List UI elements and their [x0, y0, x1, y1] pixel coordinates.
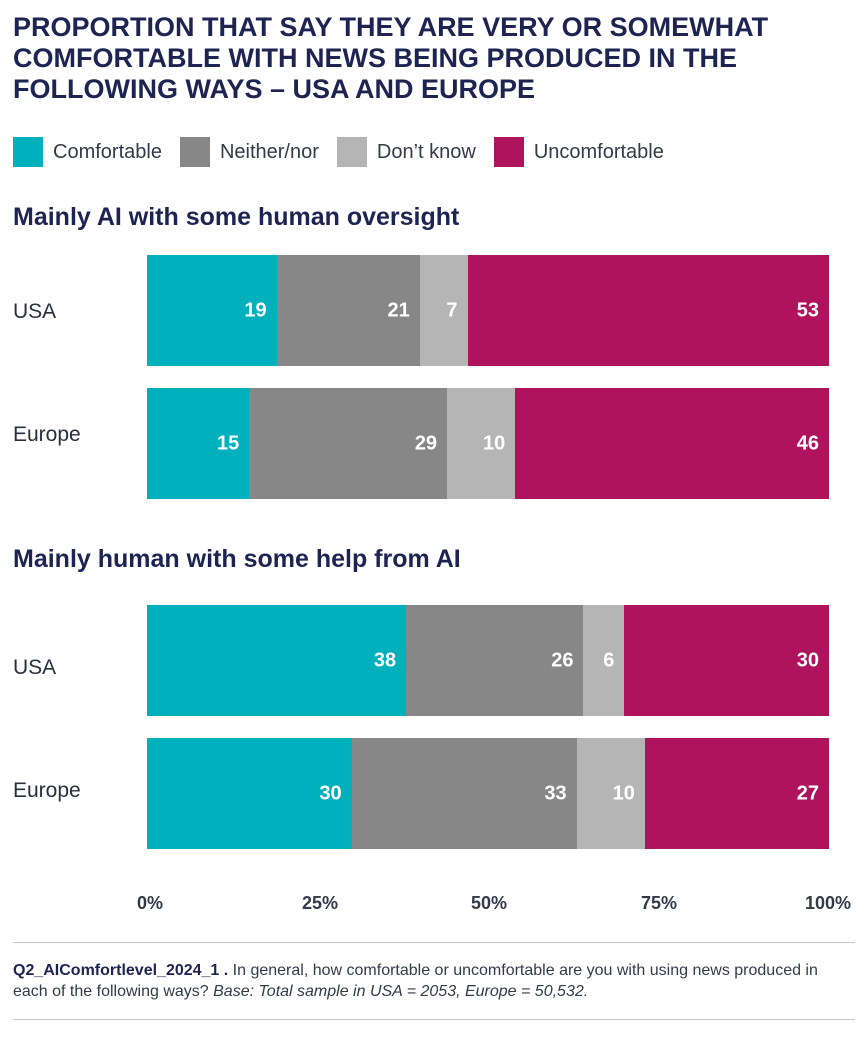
- x-tick-label: 0%: [136, 893, 164, 913]
- bar-segment-neither: 21: [276, 255, 420, 366]
- data-label-comfortable: 15: [217, 432, 240, 454]
- legend: Comfortable Neither/nor Don’t know Uncom…: [13, 137, 682, 167]
- bar-segment-uncomfortable: 53: [467, 255, 829, 366]
- legend-swatch-uncomfortable: [493, 137, 524, 167]
- footnote-question: In general, how comfortable or uncomfort…: [13, 962, 818, 1000]
- bar-segment-neither: 33: [351, 738, 577, 849]
- data-label-dont-know: 10: [483, 432, 506, 454]
- divider-top: [13, 942, 855, 943]
- x-tick-label: 50%: [470, 893, 508, 913]
- data-label-uncomfortable: 30: [796, 649, 819, 671]
- bar-segment-comfortable: 15: [147, 388, 250, 499]
- bar-segment-comfortable: 30: [147, 738, 352, 849]
- bar-segment-dont-know: 10: [447, 388, 516, 499]
- bar-segment-dont-know: 7: [419, 255, 468, 366]
- x-tick-label: 100%: [804, 893, 852, 913]
- footnote: Q2_AIComfortlevel_2024_1 . In general, h…: [13, 960, 853, 1002]
- data-label-neither: 29: [414, 432, 438, 454]
- data-label-neither: 21: [387, 299, 410, 321]
- bar-segment-dont-know: 10: [576, 738, 645, 849]
- data-label-comfortable: 19: [244, 299, 267, 321]
- bar-human-help-europe: 30 33 10 27: [147, 738, 829, 849]
- data-label-comfortable: 30: [319, 782, 342, 804]
- legend-swatch-comfortable: [13, 137, 43, 167]
- row-label-europe: Europe: [13, 779, 81, 802]
- legend-swatch-neither: [179, 137, 210, 167]
- data-label-comfortable: 38: [373, 649, 397, 671]
- data-label-uncomfortable: 27: [796, 782, 819, 804]
- data-label-neither: 26: [551, 649, 574, 671]
- bar-ai-oversight-usa: 19 21 7 53: [147, 255, 829, 366]
- chart-title: PROPORTION THAT SAY THEY ARE VERY OR SOM…: [13, 12, 769, 104]
- legend-label-comfortable: Comfortable: [53, 140, 162, 163]
- bar-segment-comfortable: 19: [147, 255, 277, 366]
- bar-human-help-usa: 38 26 6 30: [147, 605, 829, 716]
- legend-label-dont-know: Don’t know: [376, 140, 476, 163]
- row-label-usa: USA: [13, 300, 57, 323]
- footnote-code: Q2_AIComfortlevel_2024_1 .: [13, 962, 229, 979]
- bar-ai-oversight-europe: 15 29 10 46: [147, 388, 829, 499]
- legend-label-uncomfortable: Uncomfortable: [533, 140, 664, 163]
- legend-item-uncomfortable: Uncomfortable: [493, 137, 664, 167]
- legend-item-dont-know: Don’t know: [336, 137, 476, 167]
- legend-swatch-dont-know: [336, 137, 367, 167]
- data-label-uncomfortable: 46: [796, 432, 819, 454]
- x-axis: 0% 25% 50% 75% 100%: [0, 893, 866, 917]
- group-title-ai-oversight: Mainly AI with some human oversight: [13, 203, 460, 231]
- bar-segment-comfortable: 38: [147, 605, 407, 716]
- data-label-uncomfortable: 53: [796, 299, 819, 321]
- data-label-neither: 33: [544, 782, 567, 804]
- legend-item-comfortable: Comfortable: [13, 137, 162, 167]
- divider-bottom: [13, 1019, 855, 1020]
- x-tick-label: 25%: [301, 893, 339, 913]
- legend-item-neither: Neither/nor: [179, 137, 319, 167]
- bar-segment-uncomfortable: 46: [515, 388, 829, 499]
- data-label-dont-know: 7: [446, 299, 458, 321]
- bar-segment-neither: 29: [249, 388, 448, 499]
- row-label-europe: Europe: [13, 423, 81, 446]
- bar-segment-uncomfortable: 30: [624, 605, 829, 716]
- footnote-base: Base: Total sample in USA = 2053, Europe…: [213, 983, 589, 1000]
- bar-segment-uncomfortable: 27: [644, 738, 829, 849]
- x-tick-label: 75%: [640, 893, 678, 913]
- bar-segment-dont-know: 6: [583, 605, 625, 716]
- bar-segment-neither: 26: [406, 605, 584, 716]
- row-label-usa: USA: [13, 656, 57, 679]
- legend-label-neither: Neither/nor: [219, 140, 319, 163]
- data-label-dont-know: 6: [603, 649, 615, 671]
- group-title-human-help: Mainly human with some help from AI: [13, 545, 461, 573]
- data-label-dont-know: 10: [612, 782, 635, 804]
